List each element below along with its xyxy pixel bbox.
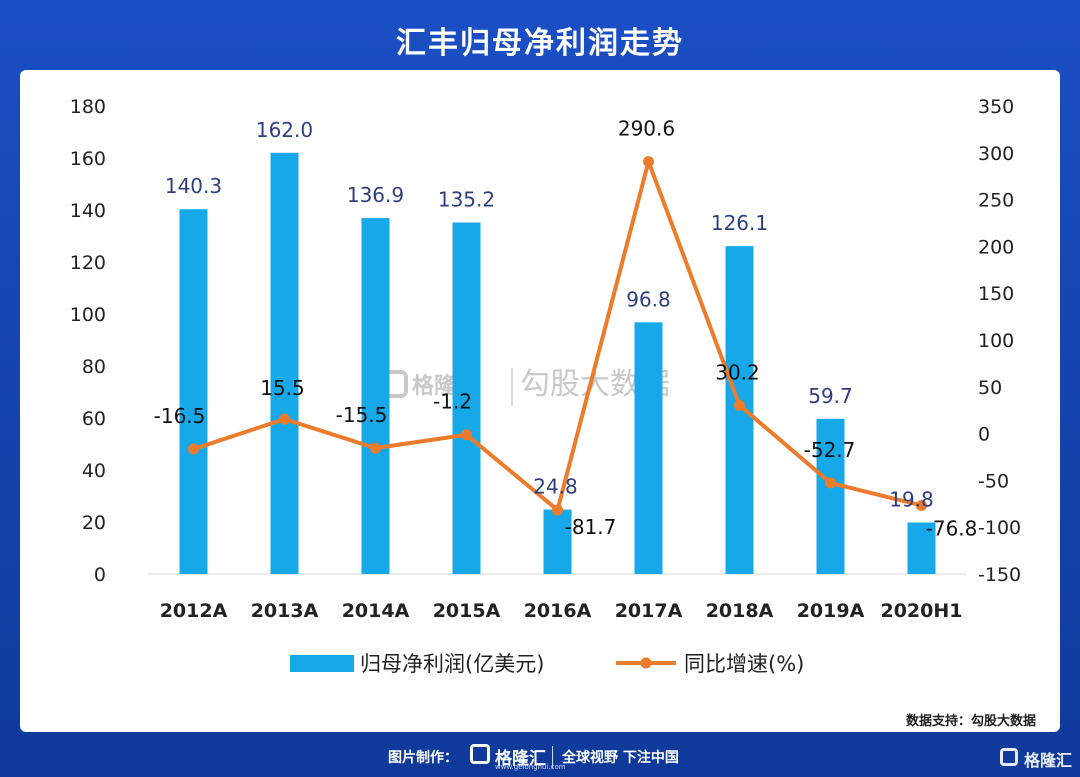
brand-logo-icon xyxy=(470,744,490,764)
bar xyxy=(270,152,299,575)
y-left-tick-label: 160 xyxy=(70,148,106,170)
y-right-tick-label: 350 xyxy=(978,96,1014,118)
bar xyxy=(452,222,481,575)
y-right-tick-label: 200 xyxy=(978,236,1014,258)
x-tick-label: 2018A xyxy=(706,600,774,622)
y-right-tick-label: 0 xyxy=(978,424,990,446)
footer-brand-url: www.gelonghui.com xyxy=(495,763,566,771)
bar xyxy=(634,322,663,574)
legend-line-marker xyxy=(640,657,652,669)
y-right-tick-label: 50 xyxy=(978,377,1002,399)
y-left-tick-label: 120 xyxy=(70,252,106,274)
line-data-label: 30.2 xyxy=(715,360,760,384)
y-right-tick-label: -100 xyxy=(978,517,1021,539)
footer-brand: 格隆汇 xyxy=(495,749,546,769)
line-data-label: 290.6 xyxy=(618,117,675,141)
line-point xyxy=(461,429,472,441)
line-point xyxy=(279,413,290,425)
bar-data-label: 96.8 xyxy=(626,287,671,311)
x-tick-label: 2016A xyxy=(524,600,592,622)
line-point xyxy=(552,504,563,516)
chart: 格隆汇 勾股大数据020406080100120140160180-150-100… xyxy=(70,96,1021,676)
y-left-tick-label: 60 xyxy=(82,408,106,430)
bar-data-label: 126.1 xyxy=(711,211,768,235)
y-right-tick-label: 300 xyxy=(978,143,1014,165)
line-data-label: -76.8 xyxy=(926,516,978,540)
line-data-label: -16.5 xyxy=(154,404,206,428)
footer-slogan: 全球视野 下注中国 xyxy=(562,750,679,766)
page-title: 汇丰归母净利润走势 xyxy=(396,26,684,61)
y-right-tick-label: -150 xyxy=(978,564,1021,586)
line-data-label: -81.7 xyxy=(565,515,617,539)
line-point xyxy=(188,443,199,455)
bar xyxy=(816,418,845,574)
bar xyxy=(179,209,208,574)
y-right-tick-label: 100 xyxy=(978,330,1014,352)
line-point xyxy=(643,156,654,168)
line-point xyxy=(734,399,745,411)
legend-line-label: 同比增速(%) xyxy=(684,652,804,676)
footer: 图片制作： 格隆汇 www.gelonghui.com 全球视野 下注中国 格隆… xyxy=(0,740,1080,777)
y-left-tick-label: 140 xyxy=(70,200,106,222)
x-tick-label: 2019A xyxy=(797,600,865,622)
x-tick-label: 2012A xyxy=(160,600,228,622)
x-tick-label: 2017A xyxy=(615,600,683,622)
x-tick-label: 2013A xyxy=(251,600,319,622)
bar xyxy=(543,509,572,574)
y-left-tick-label: 40 xyxy=(82,460,106,482)
chart-panel: 格隆汇 勾股大数据 0 20 40 60 80 100 120 140 160 180 -150 -100… xyxy=(20,70,1060,732)
made-by-label: 图片制作： xyxy=(388,750,458,766)
bar-data-label: 140.3 xyxy=(165,174,222,198)
line-data-label: -52.7 xyxy=(804,438,856,462)
x-tick-label: 2014A xyxy=(342,600,410,622)
corner-logo-icon xyxy=(1000,748,1018,766)
y-left-tick-label: 20 xyxy=(82,512,106,534)
bar-data-label: 136.9 xyxy=(347,183,404,207)
bar-data-label: 135.2 xyxy=(438,187,495,211)
legend-bar-label: 归母净利润(亿美元) xyxy=(360,652,544,676)
y-right-tick-label: 250 xyxy=(978,190,1014,212)
y-left-tick-label: 100 xyxy=(70,304,106,326)
line-data-label: 15.5 xyxy=(260,376,305,400)
y-right-tick-label: -50 xyxy=(978,470,1009,492)
line-point xyxy=(825,477,836,489)
bar-data-label: 24.8 xyxy=(533,475,578,499)
data-source: 数据支持：勾股大数据 xyxy=(905,714,1036,729)
y-right-tick-label: 150 xyxy=(978,283,1014,305)
bar-data-label: 59.7 xyxy=(808,384,853,408)
line-data-label: -15.5 xyxy=(336,403,388,427)
corner-brand: 格隆汇 xyxy=(1024,751,1073,770)
line-point xyxy=(916,499,927,511)
x-tick-label: 2020H1 xyxy=(880,600,962,622)
y-left-tick-label: 0 xyxy=(94,564,106,586)
y-left-tick-label: 180 xyxy=(70,96,106,118)
line-data-label: -1.2 xyxy=(433,390,472,414)
line-point xyxy=(370,442,381,454)
bar-data-label: 19.8 xyxy=(889,488,934,512)
legend-bar-swatch xyxy=(290,655,354,672)
bar xyxy=(361,218,390,574)
bar-data-label: 162.0 xyxy=(256,118,313,142)
footer-divider xyxy=(552,746,553,768)
bar xyxy=(907,522,936,574)
x-tick-label: 2015A xyxy=(433,600,501,622)
y-left-tick-label: 80 xyxy=(82,356,106,378)
